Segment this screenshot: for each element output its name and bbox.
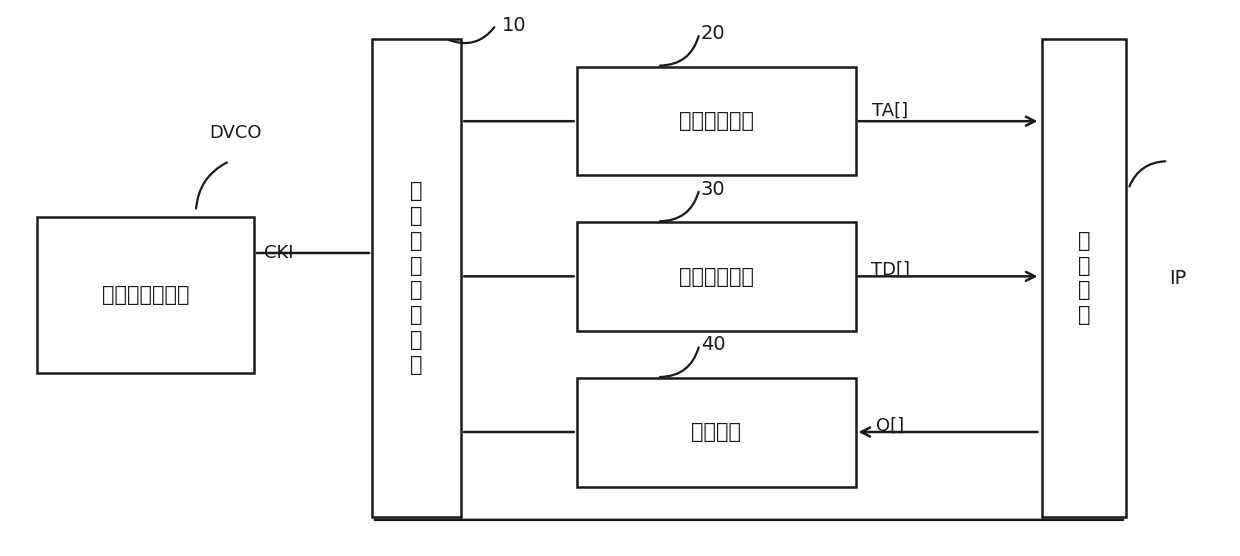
Bar	[372, 39, 461, 517]
Bar	[577, 378, 856, 486]
Text: 30: 30	[701, 180, 725, 198]
Text: 10: 10	[502, 16, 527, 34]
Text: 时
钟
信
号
控
制
模
块: 时 钟 信 号 控 制 模 块	[410, 181, 423, 375]
Bar	[37, 217, 254, 373]
Text: 40: 40	[701, 335, 725, 354]
Text: TD[]: TD[]	[870, 261, 910, 279]
Bar	[577, 222, 856, 331]
Text: IP: IP	[1169, 269, 1187, 287]
Text: 地址输入通道: 地址输入通道	[678, 111, 754, 131]
Text: DVCO: DVCO	[210, 125, 262, 142]
Text: 20: 20	[701, 24, 725, 43]
Text: CKI: CKI	[264, 244, 294, 262]
Bar	[577, 67, 856, 175]
Text: Q[]: Q[]	[877, 416, 904, 434]
Text: 输出通道: 输出通道	[691, 423, 742, 442]
Text: TA[]: TA[]	[872, 102, 909, 120]
Text: 被
测
设
备: 被 测 设 备	[1078, 231, 1090, 325]
Text: 数据输入通道: 数据输入通道	[678, 267, 754, 286]
Text: 数字压控振荡器: 数字压控振荡器	[102, 285, 190, 305]
Bar	[1042, 39, 1126, 517]
